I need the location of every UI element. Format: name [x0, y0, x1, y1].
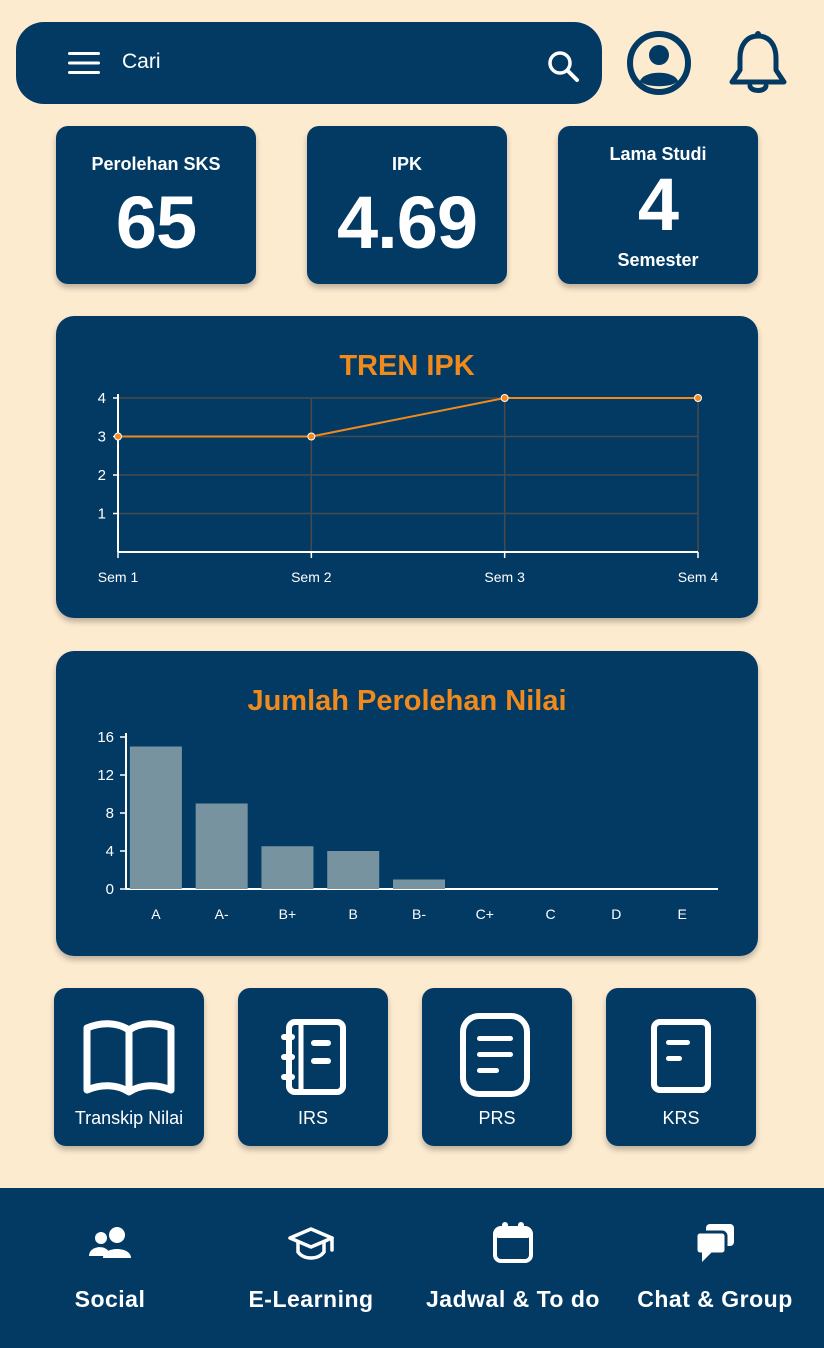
tile-transkip-nilai[interactable]: Transkip Nilai [54, 988, 204, 1146]
ipk-trend-chart: 1 2 3 4 Sem 1 Sem 2 Sem 3 Sem 4 [98, 390, 719, 585]
y-tick-label: 12 [97, 767, 114, 784]
profile-icon[interactable] [626, 30, 692, 96]
tile-krs[interactable]: KRS [606, 988, 756, 1146]
stat-value: 4.69 [336, 181, 478, 264]
search-bar[interactable]: Cari [16, 22, 602, 104]
bar [195, 803, 248, 889]
stat-label: Lama Studi [609, 144, 707, 164]
nav-label: Jadwal & To do [426, 1286, 600, 1312]
tile-label: PRS [478, 1108, 516, 1128]
x-tick-label: Sem 4 [678, 569, 719, 585]
bottom-navigation: Social E-Learning Jadwal & To do Chat & … [0, 1188, 824, 1348]
x-tick-label: Sem 1 [98, 569, 139, 585]
x-tick-label: C+ [476, 906, 494, 922]
bar [129, 746, 182, 889]
grades-chart: 0 4 8 12 16 A A- B+ B B- C+ C D E [97, 729, 718, 922]
search-icon[interactable] [546, 49, 580, 83]
bar [327, 851, 380, 889]
y-tick-label: 1 [98, 506, 106, 523]
nav-item-jadwal-todo[interactable]: Jadwal & To do [424, 1188, 602, 1348]
x-tick-label: Sem 3 [484, 569, 525, 585]
x-tick-label: A [151, 906, 161, 922]
y-tick-label: 4 [98, 390, 106, 407]
nav-item-chat-group[interactable]: Chat & Group [636, 1188, 794, 1348]
y-tick-label: 16 [97, 729, 114, 746]
data-point [114, 432, 122, 441]
stat-card-lama-studi: Lama Studi 4 Semester [558, 126, 758, 284]
stat-value: 65 [115, 181, 197, 264]
book-icon [83, 1020, 175, 1096]
stat-value: 4 [637, 163, 679, 246]
x-tick-label: B [349, 906, 358, 922]
x-tick-label: B+ [279, 906, 297, 922]
tile-prs[interactable]: PRS [422, 988, 572, 1146]
x-tick-label: A- [215, 906, 229, 922]
bar [261, 846, 314, 889]
tile-label: Transkip Nilai [74, 1108, 184, 1128]
tile-label: IRS [297, 1108, 328, 1128]
x-tick-label: E [677, 906, 686, 922]
series-line [118, 397, 698, 438]
x-tick-label: D [611, 906, 621, 922]
bar [393, 879, 445, 889]
x-tick-label: C [545, 906, 555, 922]
stat-unit: Semester [617, 250, 699, 270]
grades-card: Jumlah Perolehan Nilai 0 4 8 12 16 A A- B+ B B- C+… [56, 651, 758, 956]
tile-irs[interactable]: IRS [238, 988, 388, 1146]
nav-label: E-Learning [248, 1286, 374, 1312]
ipk-trend-card: TREN IPK 1 2 3 4 Sem 1 Sem 2 Sem 3 Sem 4 [56, 316, 758, 618]
stat-card-sks: Perolehan SKS 65 [56, 126, 256, 284]
chart-title: TREN IPK [339, 350, 475, 382]
stat-label: IPK [391, 154, 422, 174]
nav-label: Social [74, 1286, 146, 1312]
document-icon [460, 1013, 530, 1097]
nav-label: Chat & Group [637, 1286, 793, 1312]
graduation-cap-icon [288, 1227, 334, 1260]
y-tick-label: 0 [106, 881, 114, 898]
form-icon [651, 1019, 711, 1093]
y-tick-label: 4 [106, 843, 114, 860]
nav-item-e-learning[interactable]: E-Learning [240, 1188, 382, 1348]
chat-icon [694, 1224, 734, 1262]
data-point [307, 432, 316, 441]
data-point [500, 394, 509, 402]
y-tick-label: 3 [98, 429, 106, 446]
search-input[interactable]: Cari [122, 50, 161, 73]
y-tick-label: 2 [98, 467, 106, 484]
x-tick-label: B- [412, 906, 426, 922]
hamburger-menu-icon[interactable] [68, 52, 100, 74]
users-icon [89, 1227, 131, 1258]
stat-card-ipk: IPK 4.69 [307, 126, 507, 284]
y-tick-label: 8 [106, 805, 114, 822]
nav-item-social[interactable]: Social [40, 1188, 180, 1348]
x-tick-label: Sem 2 [291, 569, 332, 585]
tile-label: KRS [662, 1108, 700, 1128]
notebook-icon [281, 1019, 346, 1095]
data-point [694, 394, 702, 402]
calendar-icon [493, 1222, 533, 1263]
bell-icon[interactable] [726, 30, 790, 98]
stat-label: Perolehan SKS [91, 154, 221, 174]
chart-title: Jumlah Perolehan Nilai [247, 685, 567, 717]
